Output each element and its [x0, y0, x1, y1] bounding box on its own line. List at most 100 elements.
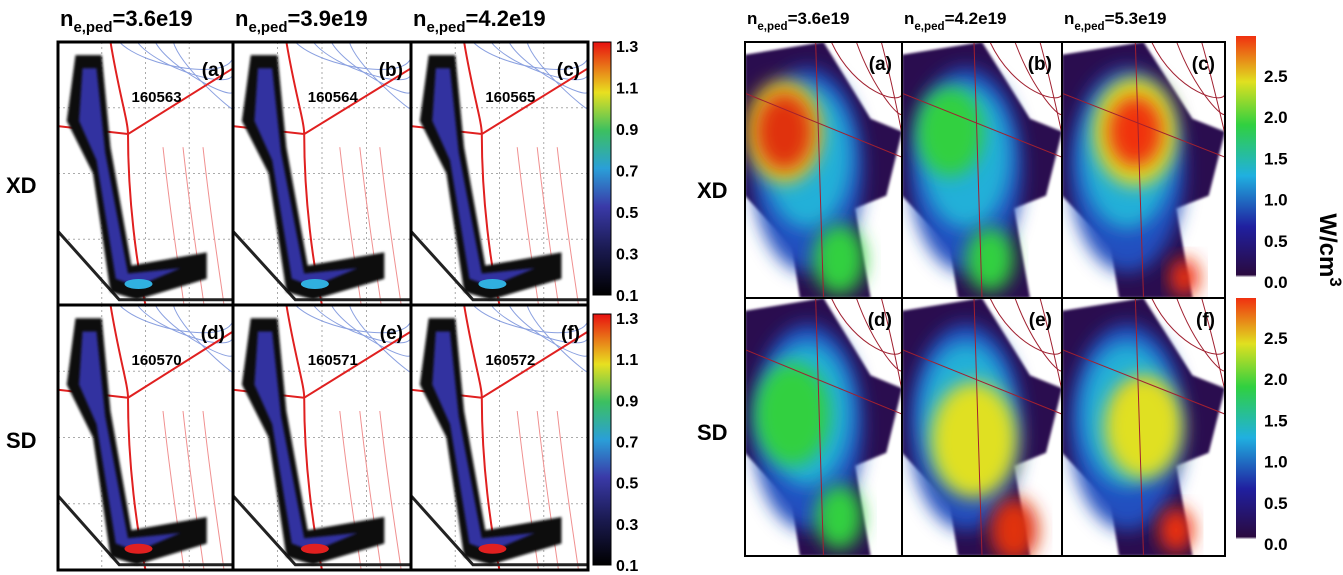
- emission: [902, 42, 1062, 298]
- emission-blob: [1158, 507, 1194, 553]
- emission-blob: [990, 497, 1038, 556]
- flux-line: [339, 147, 362, 306]
- emission-core: [432, 68, 535, 287]
- panel-label: (b): [1028, 54, 1052, 75]
- flux-line: [1151, 42, 1225, 99]
- emission-peak: [124, 543, 153, 554]
- colorbar-tick-label: 1.5: [1264, 411, 1288, 430]
- emission: [745, 42, 902, 298]
- header-value: =3.6e19: [788, 9, 850, 28]
- flux-line: [989, 42, 1062, 99]
- column-header: ne,ped=4.2e19: [413, 6, 546, 36]
- header-symbol: n: [747, 9, 757, 28]
- flux-line: [379, 147, 402, 306]
- column-header: ne,ped=3.6e19: [60, 6, 193, 36]
- column-header: ne,ped=3.6e19: [747, 9, 850, 33]
- emission-core: [79, 68, 181, 287]
- flux-line: [162, 147, 185, 306]
- column-header: ne,ped=5.3e19: [1064, 9, 1167, 33]
- panel-label: (e): [380, 323, 403, 344]
- emission-core: [254, 331, 358, 552]
- flux-line: [339, 410, 362, 571]
- flux-line: [536, 410, 559, 571]
- flux-line: [154, 304, 234, 357]
- emission-core: [432, 331, 535, 552]
- header-symbol: n: [904, 9, 914, 28]
- flux-line: [182, 147, 205, 306]
- emission-blob: [966, 227, 1014, 292]
- colorbar-tick-label: 0.9: [616, 122, 638, 139]
- panel-label: (c): [1192, 54, 1215, 75]
- flux-line: [359, 147, 382, 306]
- colorbar: [1236, 36, 1256, 290]
- panel: (b): [901, 41, 1063, 299]
- panel-border: [1061, 297, 1226, 557]
- panel-label: (c): [557, 60, 580, 81]
- shot-number: 160565: [485, 89, 535, 106]
- flux-line: [312, 304, 412, 344]
- emission-halo: [241, 318, 385, 565]
- panel-label: (d): [868, 310, 892, 331]
- flux-line: [154, 41, 234, 94]
- emission-blob: [916, 86, 984, 177]
- colorbar-tick-label: 0.0: [1264, 273, 1288, 292]
- panel: (f) 160572: [409, 303, 590, 572]
- colorbar-tick-label: 2.0: [1264, 108, 1288, 127]
- header-symbol: n: [413, 6, 426, 31]
- flux-line: [202, 147, 225, 306]
- header-symbol: n: [1064, 9, 1074, 28]
- colorbar: [592, 41, 612, 296]
- emission-peak: [478, 543, 507, 554]
- panel: (a) 160563: [56, 40, 235, 307]
- shot-number: 160564: [308, 89, 359, 106]
- wall: [56, 230, 233, 302]
- separatrix: [902, 298, 1062, 556]
- emission-peak: [478, 278, 507, 289]
- panel-label: (a): [202, 60, 225, 81]
- header-subscript: e,ped: [248, 19, 287, 36]
- panel-border: [409, 303, 590, 572]
- emission-core: [254, 68, 358, 287]
- emission-blob: [755, 93, 813, 170]
- flux-line: [516, 147, 539, 306]
- panel: (c) 160565: [409, 40, 590, 307]
- colorbar-tick-label: 0.1: [616, 288, 638, 305]
- panel: (d) 160570: [56, 303, 235, 572]
- panel-label: (f): [561, 323, 580, 344]
- flux-line: [989, 298, 1062, 355]
- flux-line: [162, 410, 185, 571]
- flux-line: [118, 41, 234, 70]
- colorbar-tick-label: 2.5: [1264, 67, 1288, 86]
- emission-halo: [419, 318, 562, 565]
- header-symbol: n: [235, 6, 248, 31]
- flux-line: [1151, 298, 1225, 355]
- flux-line: [379, 410, 402, 571]
- emission-peak: [124, 278, 153, 289]
- emission-halo: [419, 55, 562, 300]
- separatrix: [1062, 42, 1225, 298]
- panel-label: (e): [1029, 310, 1052, 331]
- panel: (b) 160564: [231, 40, 413, 307]
- panel: (e): [901, 297, 1063, 557]
- header-value: =4.2e19: [466, 6, 546, 31]
- panel-label: (d): [201, 323, 225, 344]
- shot-number: 160571: [308, 352, 358, 369]
- header-symbol: n: [60, 6, 73, 31]
- panel-label: (b): [379, 60, 403, 81]
- shot-number: 160572: [485, 352, 535, 369]
- row-label: SD: [697, 420, 728, 445]
- flux-line: [182, 410, 205, 571]
- separatrix: [745, 42, 902, 298]
- colorbar-tick-label: 0.5: [1264, 494, 1288, 513]
- emission-blob: [1104, 375, 1183, 479]
- colorbar-tick-label: 0.3: [616, 247, 638, 264]
- wall: [231, 494, 411, 567]
- flux-line: [472, 41, 589, 70]
- shot-number: 160563: [132, 89, 182, 106]
- flux-line: [1176, 298, 1225, 372]
- emission: [1062, 298, 1225, 556]
- flux-line: [359, 410, 382, 571]
- colorbar-tick-label: 1.1: [616, 352, 638, 369]
- shot-number: 160570: [132, 352, 182, 369]
